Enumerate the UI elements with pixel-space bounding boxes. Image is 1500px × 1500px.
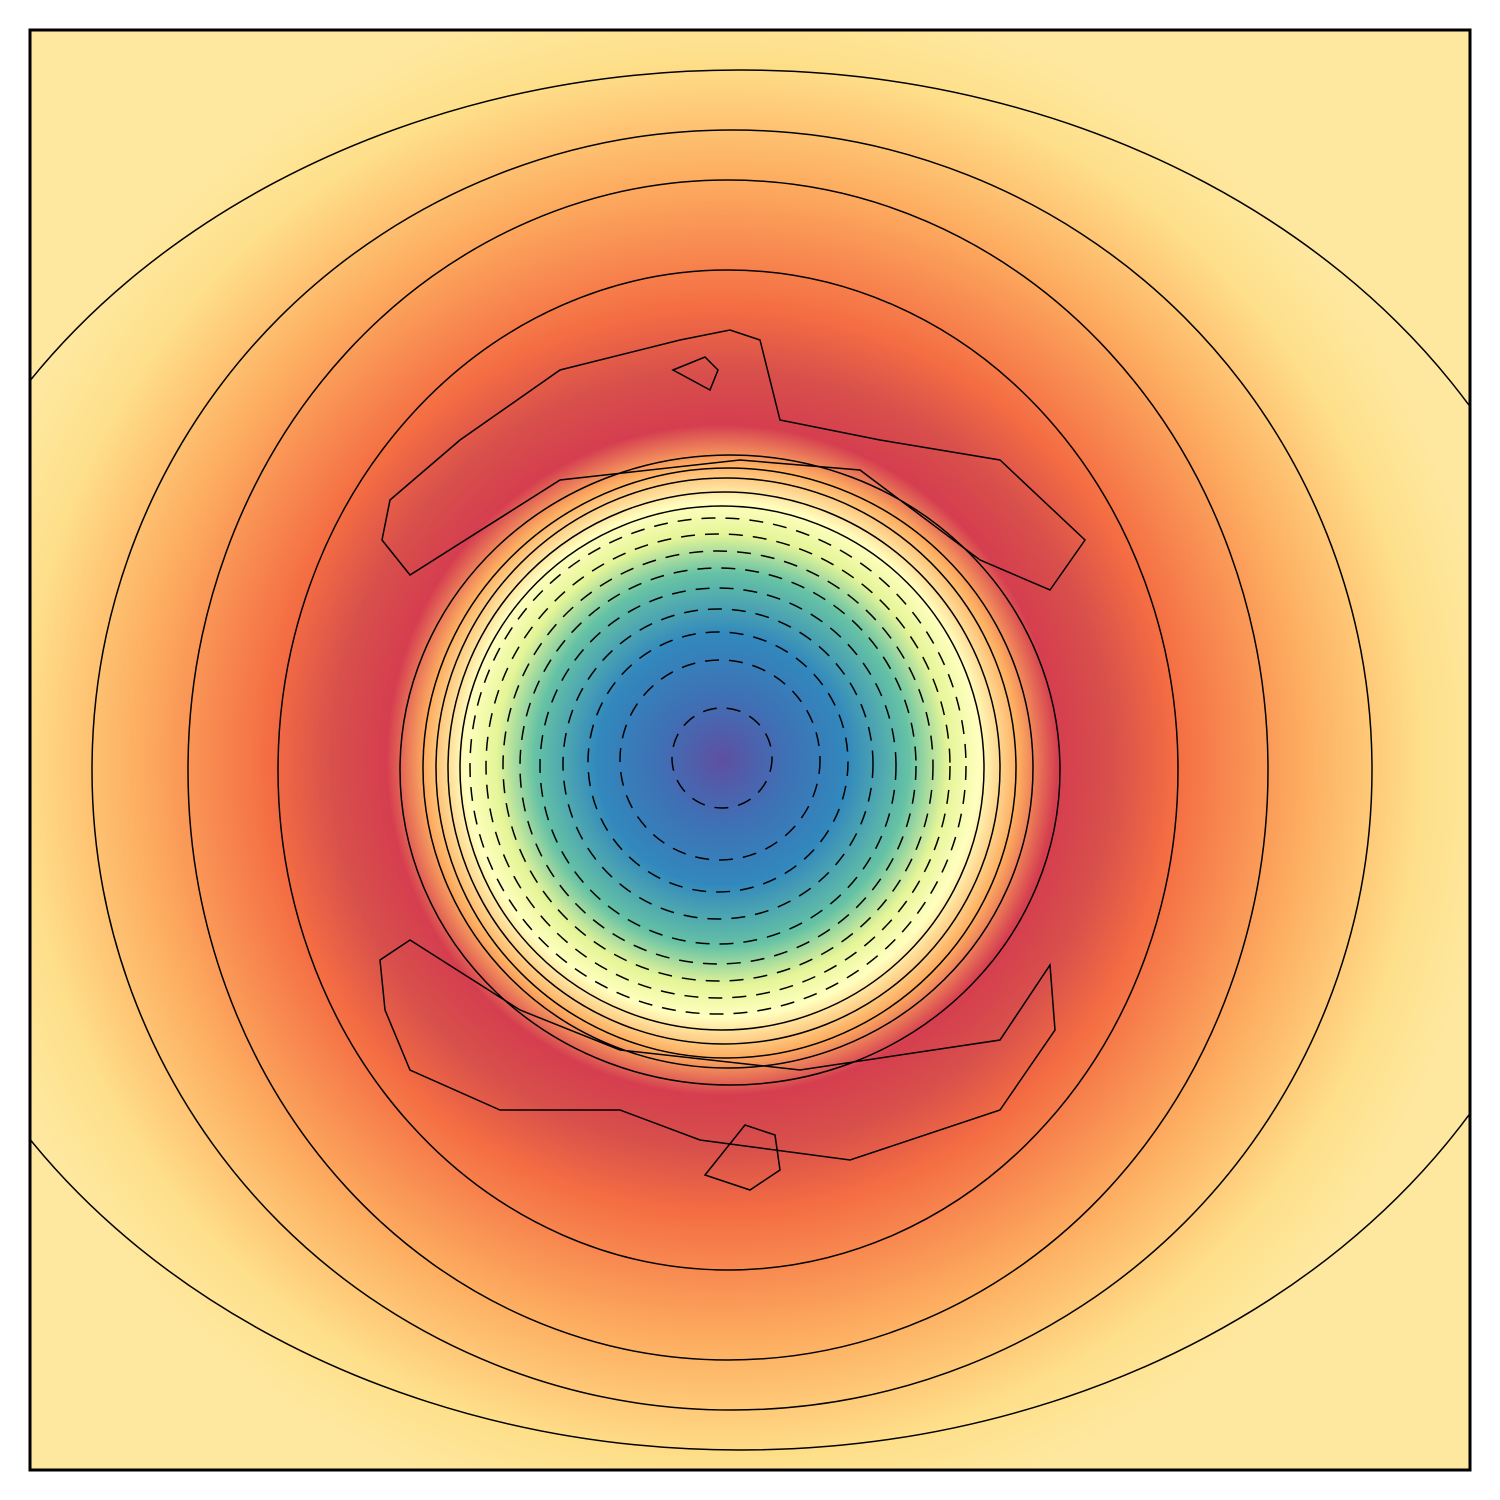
contour <box>422 467 1034 1069</box>
contour <box>435 477 1017 1059</box>
contour <box>399 454 1061 1086</box>
frame <box>28 28 1472 1472</box>
contour <box>703 1124 781 1191</box>
contour <box>539 587 897 945</box>
contour <box>619 659 821 861</box>
contour <box>502 550 934 982</box>
contour <box>671 356 719 392</box>
contour <box>671 707 773 809</box>
contour <box>91 129 1373 1411</box>
contour <box>587 631 849 893</box>
contour <box>485 533 951 999</box>
contour <box>30 69 1470 1451</box>
contour <box>277 269 1179 1271</box>
contour <box>459 505 985 1031</box>
contour <box>469 517 967 1015</box>
contour <box>562 608 874 920</box>
contour <box>447 491 1001 1045</box>
field <box>30 30 1470 1470</box>
contour <box>187 179 1269 1361</box>
contour <box>381 329 1086 591</box>
contour <box>519 567 917 965</box>
contour-lines <box>30 69 1470 1451</box>
plot-area <box>30 30 1470 1470</box>
contour <box>379 939 1056 1161</box>
